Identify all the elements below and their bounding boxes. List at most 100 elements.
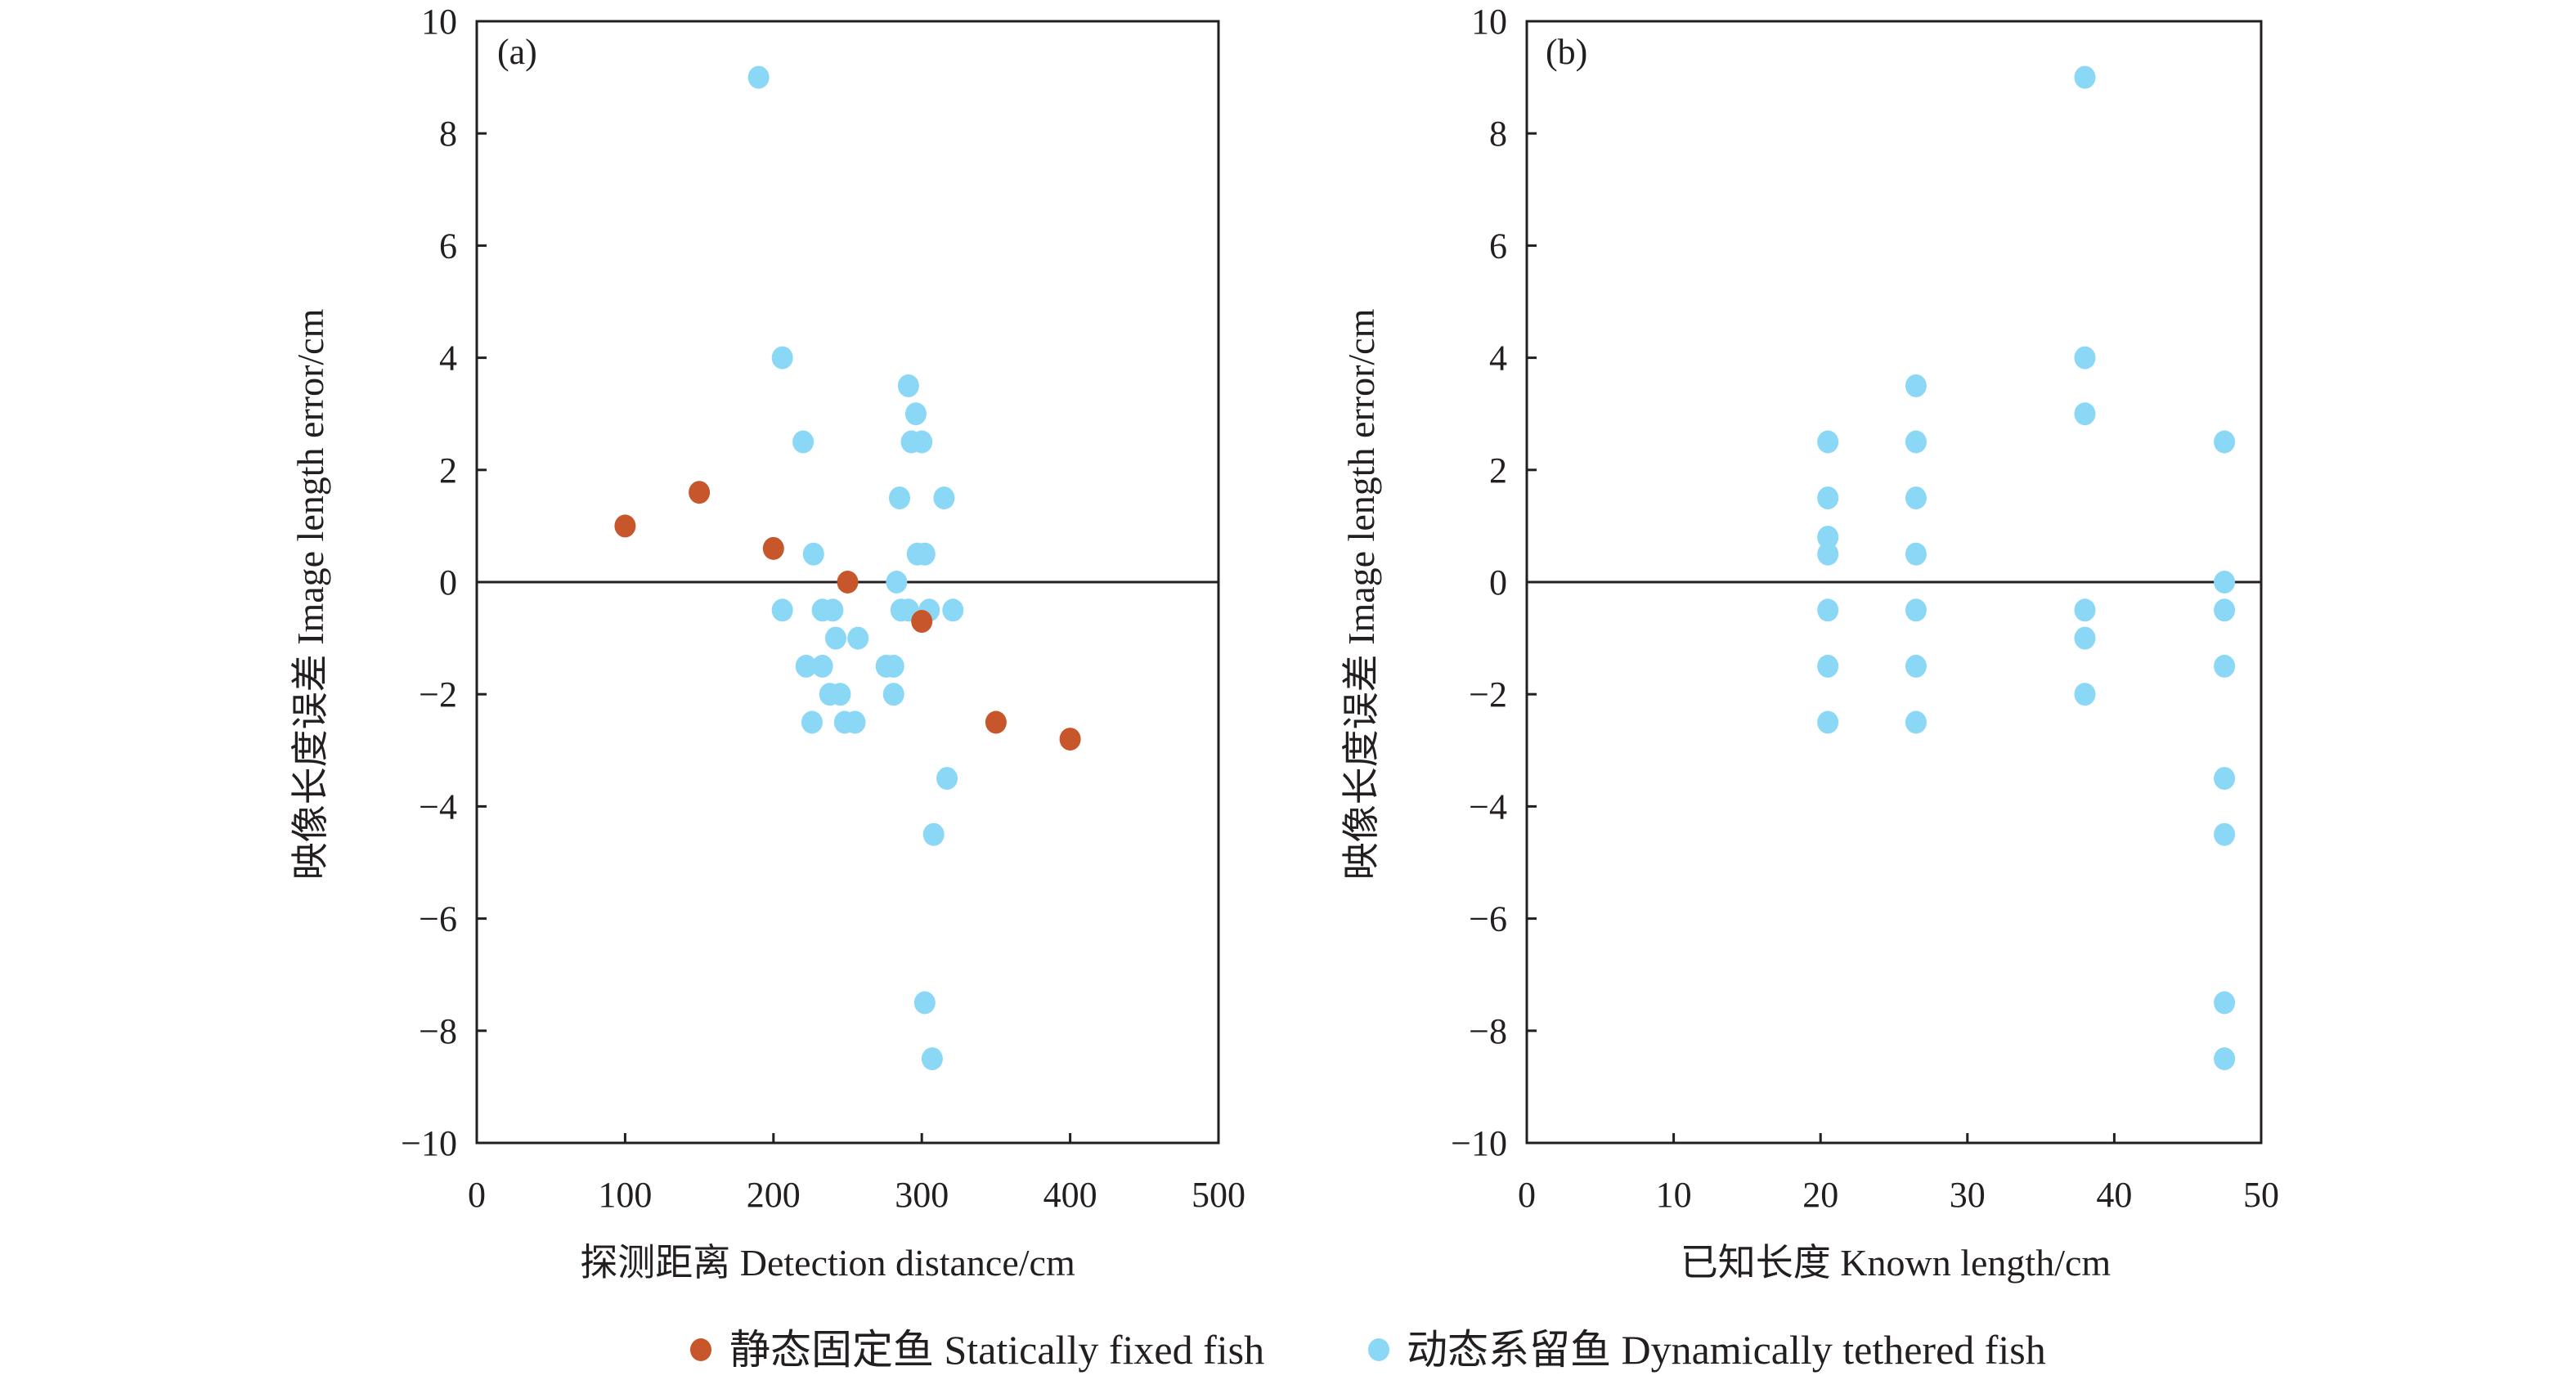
panel-label-b: (b) [1546, 32, 1587, 72]
y-tick-label: 4 [439, 338, 457, 379]
data-point-dynamic [1817, 526, 1839, 549]
data-point-dynamic [897, 374, 919, 397]
y-tick-label: 10 [421, 2, 457, 42]
data-point-dynamic [913, 991, 936, 1015]
data-point-dynamic [811, 654, 833, 678]
points-b [1817, 65, 2236, 1071]
data-point-dynamic [822, 598, 844, 622]
x-axis-title-b: 已知长度 Known length/cm [1681, 1242, 2112, 1284]
x-tick-label: 400 [1043, 1175, 1097, 1215]
y-tick-label: −10 [401, 1123, 457, 1163]
y-ticks-b: 10 8 6 4 2 0 −2 −4 −6 −8 −10 [1451, 2, 1537, 1163]
data-point-static [762, 536, 784, 560]
y-ticks-a: 10 8 6 4 2 0 −2 −4 −6 −8 −10 [401, 2, 487, 1163]
data-point-static [614, 514, 636, 538]
legend-label-dynamic: 动态系留鱼 Dynamically tethered fish [1407, 1327, 2046, 1373]
data-point-dynamic [2214, 822, 2236, 846]
data-point-dynamic [1817, 710, 1839, 734]
x-tick-label: 50 [2243, 1175, 2279, 1215]
data-point-dynamic [847, 626, 869, 650]
data-point-dynamic [1817, 486, 1839, 510]
data-point-dynamic [1817, 542, 1839, 566]
data-point-dynamic [888, 486, 910, 510]
data-point-dynamic [802, 542, 824, 566]
data-point-dynamic [792, 430, 815, 454]
x-ticks-a: 0 100 200 300 400 500 [468, 1133, 1245, 1215]
data-point-static [911, 610, 933, 634]
data-point-dynamic [771, 598, 793, 622]
y-tick-label: −4 [1469, 786, 1507, 827]
data-point-dynamic [921, 1047, 943, 1071]
y-tick-label: 2 [439, 450, 457, 491]
data-point-dynamic [1817, 598, 1839, 622]
y-tick-label: 8 [439, 114, 457, 154]
y-tick-label: −4 [419, 786, 457, 827]
data-point-dynamic [1905, 374, 1927, 397]
y-tick-label: −2 [1469, 674, 1507, 715]
legend-label-static: 静态固定鱼 Statically fixed fish [729, 1327, 1264, 1373]
data-point-dynamic [771, 346, 793, 370]
data-point-dynamic [2214, 767, 2236, 791]
y-tick-label: 8 [1489, 114, 1507, 154]
panel-label-a: (a) [497, 32, 537, 72]
data-point-dynamic [844, 710, 866, 734]
data-point-dynamic [2214, 430, 2236, 454]
x-tick-label: 0 [468, 1175, 486, 1215]
y-tick-label: 0 [439, 562, 457, 603]
data-point-dynamic [2214, 1047, 2236, 1071]
data-point-dynamic [936, 767, 958, 791]
data-point-dynamic [1817, 654, 1839, 678]
data-point-dynamic [2214, 571, 2236, 594]
y-tick-label: 2 [1489, 450, 1507, 491]
legend: 静态固定鱼 Statically fixed fish 动态系留鱼 Dynami… [690, 1327, 2046, 1373]
data-point-dynamic [1905, 710, 1927, 734]
data-point-dynamic [904, 402, 927, 426]
data-point-dynamic [2074, 65, 2096, 89]
data-point-static [1059, 728, 1081, 751]
data-point-dynamic [933, 486, 955, 510]
data-point-static [837, 571, 859, 594]
data-point-dynamic [882, 683, 904, 706]
x-tick-label: 200 [747, 1175, 801, 1215]
y-tick-label: 4 [1489, 338, 1507, 379]
data-point-dynamic [801, 710, 823, 734]
x-ticks-b: 0 10 20 30 40 50 [1518, 1133, 2279, 1215]
data-point-dynamic [2074, 598, 2096, 622]
data-point-dynamic [942, 598, 964, 622]
data-point-dynamic [2214, 654, 2236, 678]
data-point-dynamic [1905, 430, 1927, 454]
data-point-static [689, 481, 711, 504]
x-tick-label: 500 [1192, 1175, 1245, 1215]
data-point-dynamic [829, 683, 851, 706]
data-point-dynamic [824, 626, 846, 650]
y-axis-title-a: 映像长度误差 Image length error/cm [289, 308, 331, 880]
y-tick-label: −6 [1469, 899, 1507, 939]
data-point-dynamic [2074, 346, 2096, 370]
data-point-dynamic [2074, 402, 2096, 426]
data-point-dynamic [886, 571, 908, 594]
x-axis-title-a: 探测距离 Detection distance/cm [580, 1242, 1075, 1284]
data-point-static [985, 710, 1007, 734]
data-point-dynamic [911, 430, 933, 454]
y-tick-label: −10 [1451, 1123, 1507, 1163]
data-point-dynamic [1905, 654, 1927, 678]
data-point-dynamic [882, 654, 904, 678]
x-tick-label: 0 [1518, 1175, 1536, 1215]
x-tick-label: 300 [895, 1175, 949, 1215]
x-tick-label: 10 [1656, 1175, 1692, 1215]
legend-item-static: 静态固定鱼 Statically fixed fish [690, 1327, 1264, 1373]
legend-item-dynamic: 动态系留鱼 Dynamically tethered fish [1368, 1327, 2046, 1373]
x-tick-label: 30 [1950, 1175, 1986, 1215]
data-point-dynamic [1905, 598, 1927, 622]
y-tick-label: 10 [1471, 2, 1507, 42]
data-point-dynamic [1905, 486, 1927, 510]
data-point-dynamic [2074, 626, 2096, 650]
x-tick-label: 100 [598, 1175, 652, 1215]
x-tick-label: 20 [1802, 1175, 1838, 1215]
data-point-dynamic [913, 542, 936, 566]
y-tick-label: −8 [419, 1011, 457, 1051]
y-tick-label: 0 [1489, 562, 1507, 603]
